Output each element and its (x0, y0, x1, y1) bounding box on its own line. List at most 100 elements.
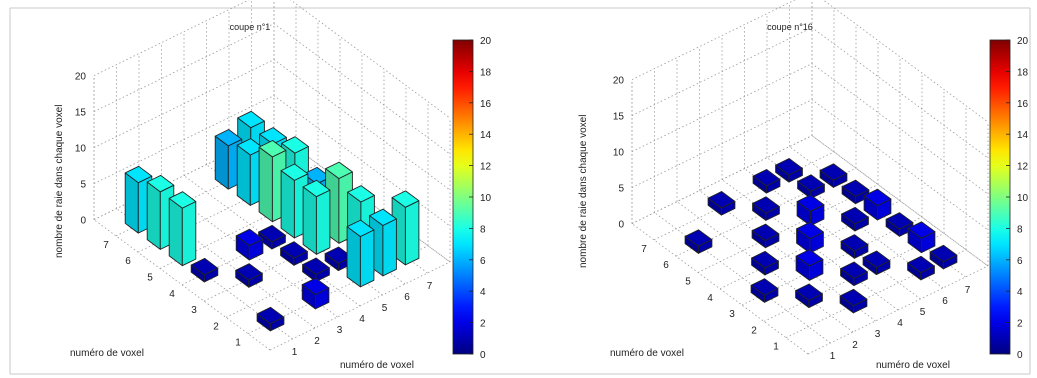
y-tick-label: 6 (663, 260, 669, 271)
colorbar-tick-label: 6 (1017, 256, 1023, 267)
z-axis-label: nombre de raie dans chaque voxel (54, 105, 65, 258)
bar-top-face (302, 179, 331, 198)
z-tick-label: 5 (80, 180, 86, 191)
bar (346, 219, 375, 288)
bar (929, 244, 958, 270)
bar-top-face (775, 158, 803, 176)
bar-top-face (750, 278, 779, 296)
bar-top-face (796, 221, 824, 240)
chart-title: coupe n°16 (767, 22, 813, 32)
colorbar-tick-label: 16 (1017, 99, 1029, 110)
bar-top-face (280, 163, 309, 181)
bar-top-face (346, 219, 375, 237)
grid-line (631, 223, 809, 355)
colorbar-tick-label: 14 (480, 130, 492, 141)
bar (190, 257, 219, 283)
bar-side-face (146, 181, 161, 250)
bar-top-face (235, 228, 264, 247)
bar-series (684, 158, 958, 314)
colorbar-tick-label: 10 (1017, 193, 1029, 204)
z-tick-label: 5 (618, 184, 624, 195)
bar (751, 223, 780, 249)
bar (235, 228, 264, 261)
y-tick-label: 2 (751, 325, 757, 336)
colorbar-tick-label: 10 (480, 193, 492, 204)
z-tick-label: 20 (613, 76, 625, 87)
x-tick-label: 4 (897, 318, 903, 329)
bar (907, 255, 935, 281)
bar-top-face (863, 188, 892, 207)
bar-front-face (359, 229, 375, 288)
bar (840, 234, 869, 259)
bar (302, 179, 331, 255)
bar (795, 249, 824, 281)
bar (707, 191, 736, 216)
bar (752, 169, 781, 194)
x-tick-label: 3 (337, 325, 343, 336)
bar-top-face (907, 221, 936, 239)
colorbar-tick-label: 2 (1017, 319, 1023, 330)
bar-top-face (124, 165, 153, 184)
bar (796, 221, 824, 254)
bar (235, 263, 263, 288)
colorbar-tick-label: 8 (1017, 224, 1023, 235)
y-axis-label: numéro de voxel (610, 348, 684, 359)
bar-front-face (404, 200, 420, 266)
x-tick-label: 5 (920, 307, 926, 318)
x-tick-label: 7 (965, 285, 971, 296)
bar-side-face (168, 197, 183, 267)
y-tick-label: 3 (729, 309, 735, 320)
y-axis-label: numéro de voxel (70, 348, 144, 359)
y-tick-label: 5 (685, 277, 691, 288)
bar-top-face (237, 110, 265, 129)
bar-side-face (236, 144, 251, 206)
colorbar-tick-label: 0 (480, 350, 486, 361)
y-tick-label: 5 (147, 273, 153, 284)
y-tick-label: 1 (235, 338, 241, 349)
x-tick-label: 2 (852, 340, 858, 351)
colorbar-tick-label: 20 (1017, 36, 1029, 47)
x-tick-label: 5 (382, 303, 388, 314)
bar (907, 221, 936, 254)
bar (168, 191, 197, 267)
bar-top-face (752, 196, 780, 214)
z-tick-label: 0 (618, 220, 624, 231)
z-tick-label: 15 (613, 112, 625, 123)
bar-top-face (391, 190, 420, 208)
bar-top-face (839, 288, 868, 307)
grid-line (138, 197, 316, 329)
bar (863, 188, 892, 221)
x-tick-label: 6 (404, 292, 410, 303)
y-tick-label: 7 (103, 240, 109, 251)
bar-top-face (302, 257, 330, 275)
colorbar: 0 2 4 6 8 10 12 14 16 18 20 (452, 36, 492, 361)
z-tick-label: 20 (75, 72, 87, 83)
colorbar-tick-label: 12 (480, 162, 492, 173)
bar-top-face (751, 250, 779, 269)
y-tick-label: 6 (125, 256, 131, 267)
grid-line (785, 249, 967, 339)
bar (796, 194, 825, 227)
bar-top-face (796, 194, 825, 212)
colorbar-tick-label: 12 (1017, 162, 1029, 173)
bar-top-face (840, 234, 869, 252)
bar-top-face (258, 140, 287, 158)
z-tick-label: 10 (75, 144, 87, 155)
bar-side-face (124, 172, 139, 234)
bar-top-face (795, 249, 824, 267)
z-tick-label: 0 (80, 216, 86, 227)
bar-top-face (840, 261, 868, 279)
bar (302, 257, 330, 283)
bar (751, 250, 779, 276)
bar (819, 163, 848, 188)
x-tick-label: 3 (875, 329, 881, 340)
bar-top-face (258, 224, 286, 243)
x-axis-label: numéro de voxel (876, 360, 950, 371)
y-tick-label: 7 (641, 244, 647, 255)
bar-top-face (369, 208, 397, 226)
bar-top-face (325, 161, 353, 179)
colorbar-tick-label: 16 (480, 99, 492, 110)
bar (684, 229, 713, 254)
